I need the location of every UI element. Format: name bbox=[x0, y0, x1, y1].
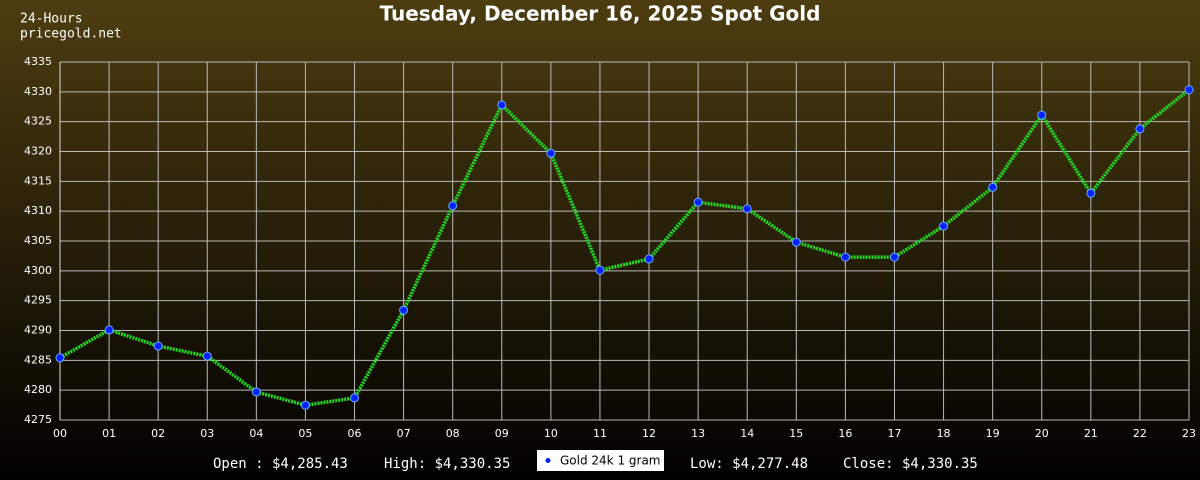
x-tick-label: 08 bbox=[446, 427, 460, 440]
x-tick-label: 20 bbox=[1035, 427, 1049, 440]
x-tick-label: 13 bbox=[691, 427, 705, 440]
data-point bbox=[840, 252, 850, 262]
chart-title: Tuesday, December 16, 2025 Spot Gold bbox=[380, 2, 821, 26]
y-tick-label: 4290 bbox=[24, 324, 52, 337]
data-point bbox=[988, 182, 998, 192]
x-tick-label: 10 bbox=[544, 427, 558, 440]
y-tick-label: 4330 bbox=[24, 85, 52, 98]
stat-open: Open : $4,285.43 bbox=[213, 456, 348, 472]
x-tick-label: 17 bbox=[887, 427, 901, 440]
data-point bbox=[693, 197, 703, 207]
y-tick-label: 4315 bbox=[24, 174, 52, 187]
y-tick-label: 4280 bbox=[24, 383, 52, 396]
x-tick-label: 23 bbox=[1182, 427, 1196, 440]
y-tick-label: 4275 bbox=[24, 413, 52, 426]
corner-label: 24-Hours bbox=[20, 12, 83, 27]
data-point bbox=[448, 201, 458, 211]
x-tick-label: 04 bbox=[249, 427, 263, 440]
corner-label: pricegold.net bbox=[20, 27, 122, 42]
x-tick-label: 22 bbox=[1133, 427, 1147, 440]
x-tick-label: 14 bbox=[740, 427, 754, 440]
data-point bbox=[742, 204, 752, 214]
data-point bbox=[595, 265, 605, 275]
stat-close: Close: $4,330.35 bbox=[843, 456, 978, 472]
stat-high: High: $4,330.35 bbox=[384, 456, 510, 472]
price-line bbox=[59, 88, 1191, 407]
x-tick-label: 05 bbox=[298, 427, 312, 440]
y-tick-label: 4295 bbox=[24, 294, 52, 307]
y-tick-label: 4310 bbox=[24, 204, 52, 217]
data-point bbox=[399, 305, 409, 315]
x-tick-label: 09 bbox=[495, 427, 509, 440]
x-tick-label: 21 bbox=[1084, 427, 1098, 440]
x-tick-label: 18 bbox=[937, 427, 951, 440]
y-tick-label: 4320 bbox=[24, 145, 52, 158]
data-point bbox=[202, 351, 212, 361]
data-point bbox=[350, 393, 360, 403]
data-point bbox=[1037, 110, 1047, 120]
x-tick-label: 06 bbox=[348, 427, 362, 440]
x-tick-label: 02 bbox=[151, 427, 165, 440]
data-point bbox=[791, 237, 801, 247]
data-point bbox=[1086, 188, 1096, 198]
data-point bbox=[1184, 85, 1194, 95]
x-tick-label: 19 bbox=[986, 427, 1000, 440]
data-point bbox=[546, 148, 556, 158]
legend-marker bbox=[545, 458, 551, 463]
y-tick-label: 4305 bbox=[24, 234, 52, 247]
data-point bbox=[300, 400, 310, 410]
stat-low: Low: $4,277.48 bbox=[690, 456, 808, 472]
data-point bbox=[644, 254, 654, 264]
data-point bbox=[889, 252, 899, 262]
data-point bbox=[153, 341, 163, 351]
x-tick-label: 11 bbox=[593, 427, 607, 440]
y-tick-label: 4325 bbox=[24, 115, 52, 128]
data-point bbox=[1135, 124, 1145, 134]
x-tick-label: 03 bbox=[200, 427, 214, 440]
data-point bbox=[55, 353, 65, 363]
x-tick-label: 07 bbox=[397, 427, 411, 440]
y-tick-label: 4335 bbox=[24, 55, 52, 68]
y-tick-label: 4300 bbox=[24, 264, 52, 277]
x-tick-label: 00 bbox=[53, 427, 67, 440]
legend-label: Gold 24k 1 gram bbox=[560, 454, 660, 468]
data-point bbox=[104, 325, 114, 335]
legend-box bbox=[537, 450, 664, 471]
data-point bbox=[497, 100, 507, 110]
data-point bbox=[251, 387, 261, 397]
y-tick-label: 4285 bbox=[24, 353, 52, 366]
x-tick-label: 01 bbox=[102, 427, 116, 440]
data-point bbox=[939, 221, 949, 231]
x-tick-label: 15 bbox=[789, 427, 803, 440]
x-tick-label: 12 bbox=[642, 427, 656, 440]
x-tick-label: 16 bbox=[838, 427, 852, 440]
